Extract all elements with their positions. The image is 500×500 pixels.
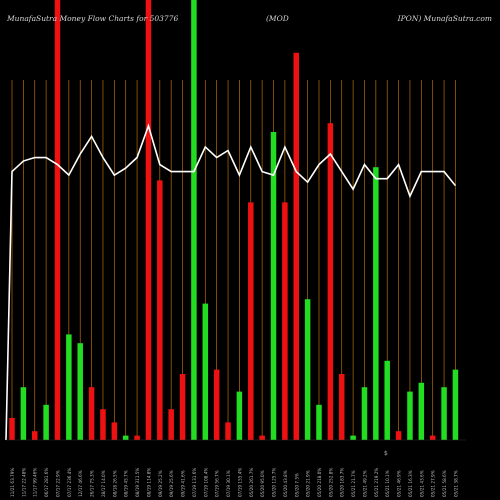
x-tick-label: 07/19 131.6% (192, 468, 197, 497)
bar-36 (407, 391, 413, 440)
x-tick-label: 07/19 56.7% (215, 470, 220, 497)
bar-16 (179, 374, 186, 440)
bar-8 (88, 387, 95, 440)
bar-2 (20, 387, 27, 440)
bar-31 (350, 435, 356, 440)
x-tick-label: 07/19 30.1% (226, 470, 231, 497)
bar-33 (373, 167, 379, 440)
bar-1 (9, 418, 15, 440)
x-tick-label: 09/19 25.2% (158, 470, 163, 497)
x-tick-label: 05/20 7.5% (294, 473, 299, 497)
x-tick-label: 05/21 21.7% (351, 470, 356, 497)
chart-title-right: IPON) MunafaSutra.com (397, 14, 492, 23)
x-tick-label: 12/17 46.6% (78, 470, 83, 497)
bar-25 (282, 202, 288, 440)
bar-24 (270, 132, 277, 440)
bar-40 (452, 369, 459, 440)
x-tick-label: 05/21 38.7% (453, 470, 458, 497)
bar-38 (429, 435, 436, 440)
x-tick-label: 26/17 75.3% (90, 470, 95, 497)
x-tick-label: 05/21 27.9% (431, 470, 436, 497)
x-tick-label: 05/21 219.2% (374, 468, 379, 497)
x-tick-label: 11/17 99.46% (33, 468, 38, 497)
x-tick-label: 08/19 45.7% (124, 470, 129, 497)
bar-27 (304, 299, 311, 440)
bar-12 (134, 435, 140, 440)
bar-29 (327, 123, 334, 440)
bar-11 (122, 435, 129, 440)
bar-18 (202, 303, 209, 440)
bar-9 (100, 409, 106, 440)
bar-28 (316, 404, 322, 440)
bar-20 (225, 422, 231, 440)
bar-13 (145, 0, 152, 440)
bar-32 (361, 387, 368, 440)
x-tick-label: 05/21 10.1% (385, 470, 390, 497)
x-tick-label: 07/19 108.4% (203, 468, 208, 497)
bar-35 (395, 431, 402, 440)
bar-22 (248, 202, 254, 440)
chart-title-left: MunafaSutra Money Flow Charts for 503776 (7, 14, 179, 23)
x-tick-label: 07/17 236.4% (67, 468, 72, 497)
x-tick-label: 05/21 43.6% (419, 470, 424, 497)
x-tick-label: 05/21 49.2% (362, 470, 367, 497)
bar-4 (43, 404, 49, 440)
bar-34 (384, 360, 390, 440)
bar-10 (111, 422, 118, 440)
bar-5 (54, 0, 61, 440)
bar-14 (157, 180, 163, 440)
x-tick-label: 05/20 125.7% (272, 468, 277, 497)
x-tick-label: 05/20 252.8% (328, 468, 333, 497)
bar-6 (66, 334, 72, 440)
bar-39 (441, 387, 447, 440)
x-tick-label: 11/17 22.48% (21, 468, 26, 497)
x-tick-label: 11/21 63.79% (10, 468, 15, 497)
bar-17 (191, 0, 197, 440)
x-tick-label: 07/17 22.9% (55, 470, 60, 497)
x-tick-label: 05/20 43.8% (283, 470, 288, 497)
x-axis-labels: 11/21 63.79% 11/17 22.48% 11/17 99.46% 06/1… (10, 468, 458, 497)
x-tick-label: 07/19 155.4% (237, 468, 242, 497)
bar-30 (338, 374, 345, 440)
x-tick-label: 08/18 26.5% (112, 470, 117, 497)
x-tick-label: 05/21 58.6% (442, 470, 447, 497)
bar-21 (236, 391, 243, 440)
money-flow-line (5, 123, 457, 441)
x-tick-label: 05/20 261.7% (249, 468, 254, 497)
bar-19 (213, 369, 220, 440)
bar-7 (77, 343, 83, 440)
axis-marker-label: $ (384, 450, 388, 457)
x-tick-label: 09/19 41.6% (181, 470, 186, 497)
chart-title-middle: (MOD (266, 14, 289, 23)
x-tick-label: 05/21 46.9% (397, 470, 402, 497)
x-tick-label: 05/20 183.7% (340, 468, 345, 497)
x-tick-label: 08/19 311.5% (135, 468, 140, 497)
x-tick-label: 09/19 25.6% (169, 470, 174, 497)
x-tick-label: 28/17 14.0% (101, 470, 106, 497)
bar-3 (31, 431, 38, 440)
bar-15 (168, 409, 174, 440)
bar-37 (418, 382, 425, 440)
x-tick-label: 05/21 16.3% (408, 470, 413, 497)
bar-23 (259, 435, 265, 440)
x-tick-label: 05/20 95.0% (260, 470, 265, 497)
x-tick-label: 08/19 114.8% (146, 468, 151, 497)
bar-26 (293, 52, 299, 441)
x-tick-label: 05/20 218.0% (317, 468, 322, 497)
x-tick-label: 06/17 281.6% (44, 468, 49, 497)
x-tick-label: 05/20 21.9% (306, 470, 311, 497)
bar-series (9, 0, 459, 441)
